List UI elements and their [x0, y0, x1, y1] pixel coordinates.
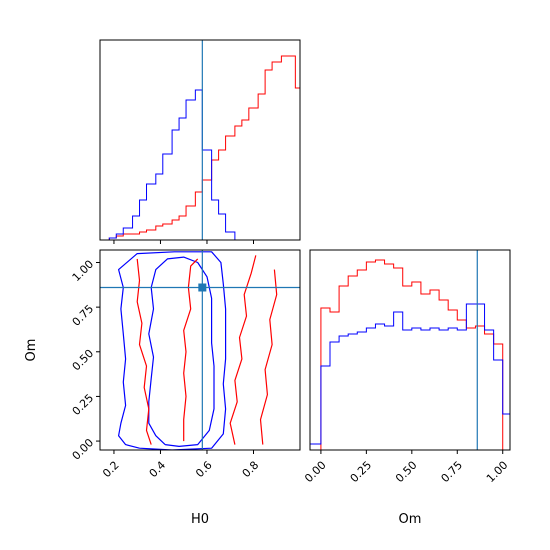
contour-H0-Om-layer	[100, 250, 300, 450]
contour-H0-Om-contour-2	[183, 258, 199, 442]
contour-H0-Om-contour-4	[229, 255, 257, 445]
contour-H0-Om-contour-0	[148, 256, 215, 447]
hist-Om-series-blue	[310, 303, 510, 450]
y-axis-label-om: Om	[24, 339, 39, 362]
contour-H0-Om-truth-marker	[198, 283, 207, 292]
panels-group: 0.2 0.4 0.6 0.80.000.250.500.751.000.00 0.25…	[70, 39, 511, 485]
hist-H0-frame	[99, 39, 301, 241]
contour-H0-Om-contour-1	[118, 251, 227, 450]
hist-Om-series-red	[310, 259, 510, 450]
hist-Om-frame	[309, 249, 511, 451]
x-axis-label-om: Om	[399, 512, 422, 527]
contour-H0-Om-contour-3	[136, 258, 152, 445]
contour-H0-Om-frame	[99, 249, 301, 451]
hist-H0-layer	[100, 40, 300, 240]
x-axis-label-h0: H0	[191, 512, 209, 527]
hist-H0-series-blue	[100, 89, 300, 240]
contour-H0-Om-contour-5	[259, 269, 278, 445]
hist-Om-layer	[310, 250, 510, 450]
